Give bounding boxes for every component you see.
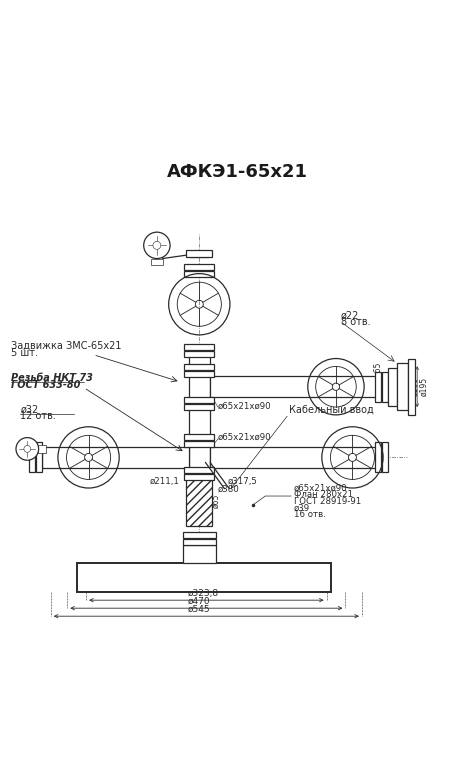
- Circle shape: [24, 445, 31, 452]
- Text: ГОСТ 28919-91: ГОСТ 28919-91: [293, 497, 361, 506]
- Bar: [37, 445, 46, 453]
- Bar: [184, 344, 214, 350]
- Bar: [186, 468, 212, 526]
- Text: ø545: ø545: [188, 605, 210, 613]
- Circle shape: [144, 232, 170, 258]
- Text: ø14: ø14: [399, 380, 404, 393]
- Bar: [184, 264, 214, 270]
- Bar: [186, 250, 212, 257]
- Text: ø65: ø65: [373, 361, 382, 376]
- Bar: [375, 371, 381, 402]
- Text: ø470: ø470: [188, 597, 210, 606]
- Bar: [36, 442, 42, 472]
- Bar: [183, 545, 216, 563]
- Bar: [375, 442, 381, 472]
- Text: ø65: ø65: [211, 494, 220, 508]
- Bar: [397, 364, 408, 410]
- Text: 12 отв.: 12 отв.: [20, 411, 56, 421]
- Polygon shape: [189, 347, 210, 526]
- Text: ø380: ø380: [218, 484, 240, 494]
- Bar: [182, 532, 216, 538]
- Bar: [184, 403, 214, 410]
- Bar: [184, 468, 214, 474]
- Text: Резьба НКТ 73: Резьба НКТ 73: [11, 373, 93, 383]
- Bar: [182, 539, 216, 545]
- Polygon shape: [210, 377, 375, 397]
- Text: АФКЭ1-65х21: АФКЭ1-65х21: [166, 163, 308, 181]
- Text: ø65х21хø90: ø65х21хø90: [218, 402, 272, 411]
- Text: ø160: ø160: [410, 377, 419, 397]
- Text: ø323,8: ø323,8: [188, 589, 219, 597]
- Polygon shape: [191, 254, 208, 257]
- Text: 8 отв.: 8 отв.: [341, 317, 370, 327]
- Bar: [408, 359, 415, 415]
- Circle shape: [16, 438, 38, 460]
- Bar: [184, 474, 214, 481]
- Bar: [151, 258, 163, 265]
- Bar: [382, 442, 388, 472]
- Text: ø211,1: ø211,1: [150, 478, 180, 486]
- Text: ø65х21хø90: ø65х21хø90: [293, 484, 347, 492]
- Circle shape: [153, 241, 161, 249]
- Text: Кабельный ввод: Кабельный ввод: [289, 405, 374, 415]
- Bar: [388, 367, 397, 406]
- Bar: [184, 364, 214, 370]
- Bar: [382, 371, 388, 402]
- Text: 16 отв.: 16 отв.: [293, 510, 326, 520]
- Text: Задвижка ЗМС-65х21: Задвижка ЗМС-65х21: [11, 341, 121, 351]
- Bar: [184, 271, 214, 277]
- Bar: [184, 434, 214, 440]
- Text: ø39: ø39: [293, 503, 310, 513]
- Polygon shape: [210, 447, 375, 468]
- Text: ø22: ø22: [341, 310, 359, 320]
- Text: Флан 280х21: Флан 280х21: [293, 490, 353, 500]
- Polygon shape: [42, 447, 189, 468]
- Text: ø65х21хø90: ø65х21хø90: [218, 433, 272, 442]
- Text: ГОСТ 633-80: ГОСТ 633-80: [11, 380, 80, 390]
- Text: ø195: ø195: [419, 377, 428, 397]
- Text: 5 шт.: 5 шт.: [11, 348, 38, 358]
- Bar: [77, 563, 331, 591]
- Bar: [29, 442, 36, 472]
- Text: ø32: ø32: [20, 405, 38, 415]
- Text: ø317,5: ø317,5: [228, 478, 257, 486]
- Bar: [184, 351, 214, 357]
- Bar: [184, 397, 214, 403]
- Bar: [184, 371, 214, 377]
- Bar: [184, 442, 214, 448]
